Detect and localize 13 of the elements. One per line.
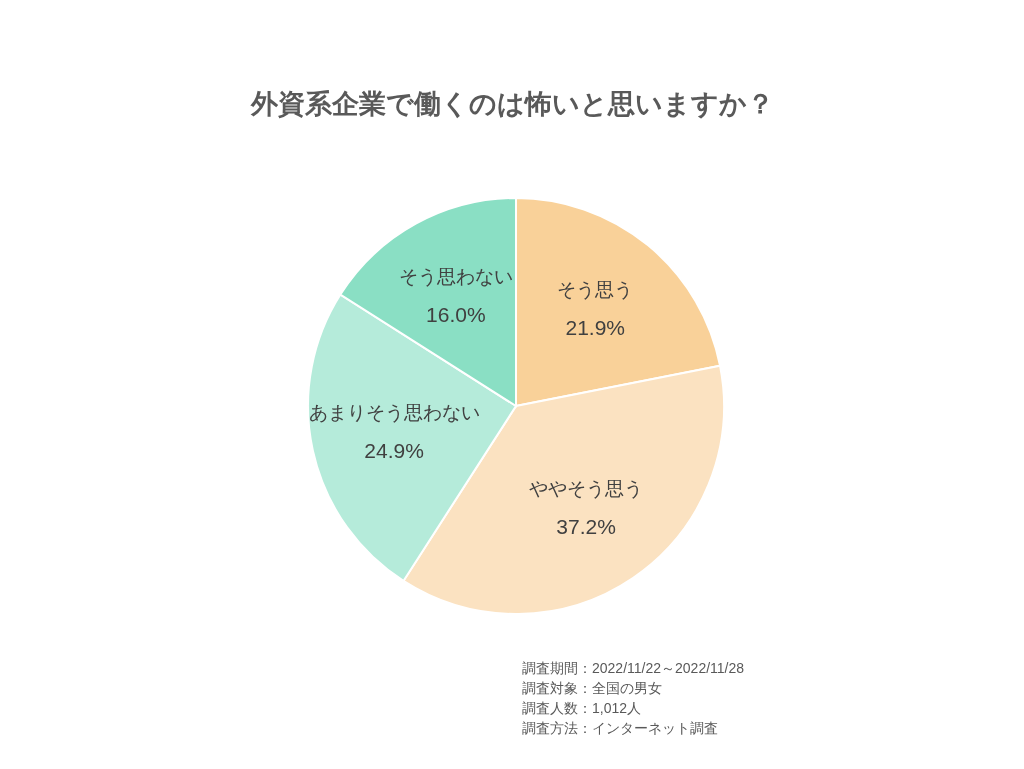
slice-label: そう思わない xyxy=(398,265,513,287)
text: 調査人数：1,012人 xyxy=(522,699,643,718)
data-label: 16.0% xyxy=(426,302,486,326)
data-label: 24.9% xyxy=(364,438,424,462)
slice-label: そう思う xyxy=(557,278,634,300)
data-label: 37.2% xyxy=(556,515,616,539)
text: 調査方法：インターネット調査 xyxy=(522,719,719,738)
slice-label: あまりそう思わない xyxy=(308,401,480,423)
text: 調査対象：全国の男女 xyxy=(522,679,663,698)
text: 調査期間：2022/11/22～2022/11/28 xyxy=(522,659,745,678)
slice-label: ややそう思う xyxy=(529,478,644,500)
chart-title: 外資系企業で働くのは怖いと思いますか？ xyxy=(249,88,775,121)
data-label: 21.9% xyxy=(565,315,626,339)
